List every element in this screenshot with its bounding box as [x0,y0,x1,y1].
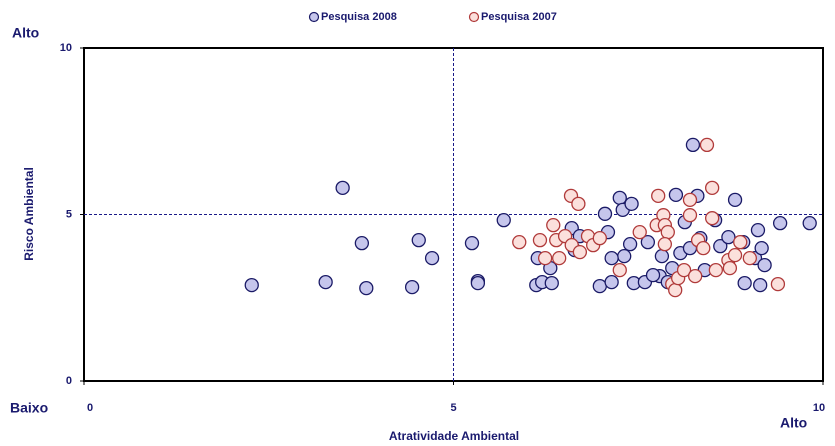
point [532,232,548,248]
point [612,262,627,278]
point [688,268,703,284]
point [464,235,480,251]
point [624,196,639,211]
point [318,274,333,290]
point [685,137,701,153]
point [750,223,766,238]
point [617,248,632,264]
point [802,216,817,231]
point [727,247,743,263]
point [512,234,527,250]
y-tick-label: 0 [66,375,72,387]
point [335,180,350,196]
point [572,244,588,260]
point [754,240,769,256]
point [699,137,715,153]
point [496,213,511,228]
point [708,262,723,278]
point [737,275,752,291]
point [668,187,684,203]
point [660,224,675,240]
point [411,232,426,248]
point [753,277,768,293]
point [612,190,627,206]
legend-marker [308,11,320,23]
point [604,250,619,266]
point [721,229,736,245]
point [651,188,666,204]
point [404,279,420,295]
legend-marker [468,11,480,23]
point [713,238,728,254]
point [696,240,711,256]
point [597,206,613,221]
point [632,224,647,240]
point [668,282,683,298]
y-tick-label: 5 [66,208,72,220]
point [592,230,607,246]
point [424,250,440,266]
point [537,250,553,266]
point [640,234,656,250]
point [705,180,720,196]
point [757,257,772,273]
point [722,260,738,276]
point [705,211,720,226]
x-tick-label: 10 [813,402,825,414]
point [742,250,757,266]
legend-label: Pesquisa 2008 [321,11,397,23]
point [682,208,698,223]
point [604,274,619,290]
point [657,236,673,252]
point [546,218,561,233]
point [592,278,607,294]
point [654,248,670,264]
x-tick-label: 5 [450,402,456,414]
point [470,275,486,291]
legend-label: Pesquisa 2007 [481,11,557,23]
annotation: Alto [12,25,39,41]
point [682,192,698,207]
annotation: Alto [780,415,807,431]
point [552,250,567,266]
point [772,216,788,231]
point [727,192,743,207]
x-tick-label: 0 [87,402,93,414]
point [571,196,586,211]
x-axis-label: Atratividade Ambiental [389,429,519,443]
point [676,262,692,278]
annotation: Baixo [10,400,48,416]
point [359,280,374,296]
y-tick-label: 10 [60,42,72,54]
y-axis-label: Risco Ambiental [22,167,36,261]
point [622,236,638,252]
point [544,275,559,291]
point [645,267,661,283]
point [770,276,786,292]
point [354,235,370,251]
point [244,277,259,293]
point [733,234,748,250]
